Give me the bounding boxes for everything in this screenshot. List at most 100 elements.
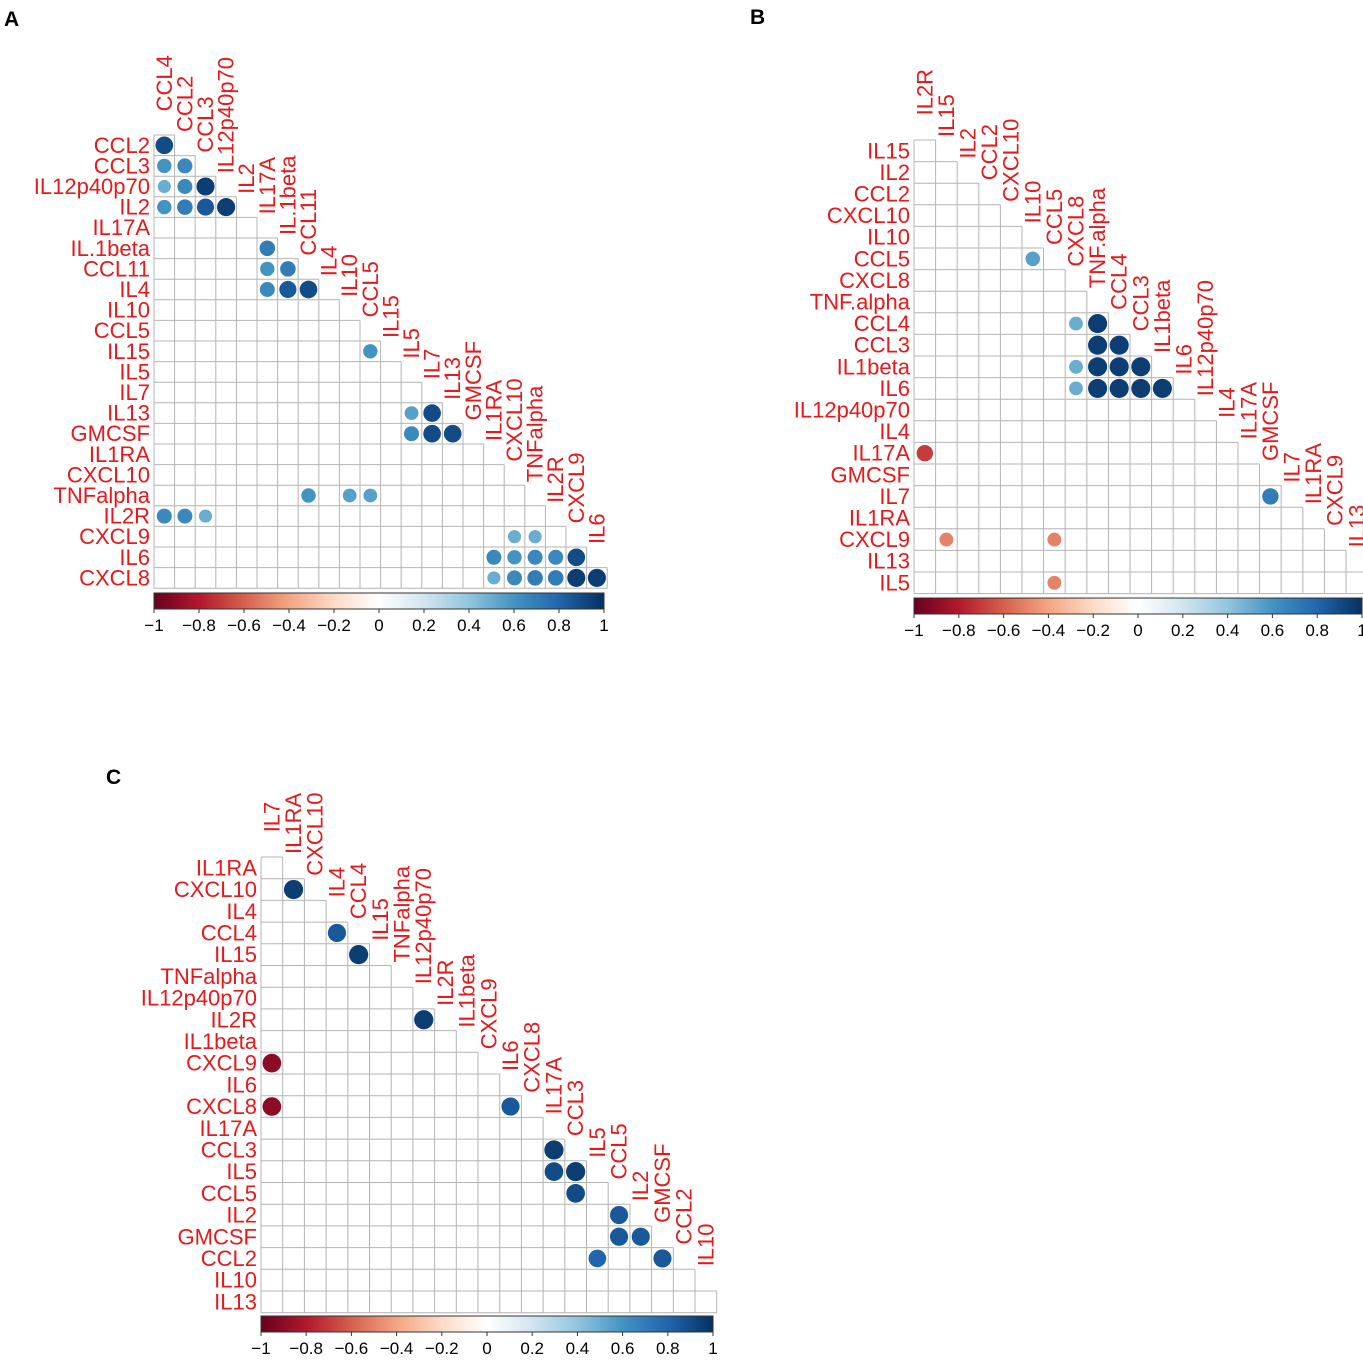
row-label: GMCSF xyxy=(71,421,150,446)
row-label: IL2 xyxy=(119,195,150,220)
row-label: IL.1beta xyxy=(70,236,150,261)
row-label: IL13 xyxy=(867,549,910,574)
correlation-dots xyxy=(916,251,1279,590)
row-label: CXCL8 xyxy=(839,268,910,293)
correlation-dot xyxy=(157,158,172,174)
row-label: CCL2 xyxy=(854,182,910,207)
row-label: IL17A xyxy=(93,215,151,240)
row-label: IL15 xyxy=(214,942,257,967)
row-label: IL4 xyxy=(879,419,910,444)
column-label: IL17A xyxy=(255,157,280,215)
column-label: CXCL8 xyxy=(1064,196,1089,267)
column-label: IL7 xyxy=(259,802,284,833)
correlation-dot xyxy=(567,548,586,567)
correlation-dot xyxy=(156,508,172,524)
row-label: IL5 xyxy=(879,570,910,595)
correlation-dot xyxy=(280,261,296,277)
colorbar-tick-label: −1 xyxy=(144,616,163,635)
colorbar-tick-label: 0.6 xyxy=(1261,621,1285,640)
colorbar-tick-label: −0.2 xyxy=(425,1339,459,1358)
correlation-dot xyxy=(177,158,193,174)
column-label: IL12p40p70 xyxy=(1193,280,1218,396)
row-label: IL15 xyxy=(107,339,150,364)
correlation-dot xyxy=(260,261,275,277)
colorbar-tick-label: 1 xyxy=(599,616,608,635)
correlation-dot xyxy=(501,1097,520,1116)
column-label: IL4 xyxy=(317,246,342,277)
column-label: CCL2 xyxy=(172,76,197,132)
colorbar: −1 −0.8 −0.6 −0.4 −0.2 0 0.2 0.4 0.6 0.8 1 xyxy=(251,1315,718,1358)
correlation-dot xyxy=(423,424,441,443)
correlation-dot xyxy=(1109,378,1129,398)
colorbar-tick-label: −0.2 xyxy=(1076,621,1110,640)
correlation-dot xyxy=(1109,357,1129,377)
row-label: IL15 xyxy=(867,138,910,163)
colorbar-tick-label: 0 xyxy=(482,1339,491,1358)
correlation-dot xyxy=(363,344,378,359)
row-label: TNFalpha xyxy=(53,483,150,508)
row-label: IL1RA xyxy=(89,442,150,467)
colorbar-tick-label: 0 xyxy=(374,616,383,635)
row-label: IL7 xyxy=(879,484,910,509)
column-label: CCL5 xyxy=(1042,189,1067,245)
correlation-dot xyxy=(1047,532,1062,547)
column-label: CXCL9 xyxy=(476,978,501,1049)
row-label: CCL4 xyxy=(201,920,257,945)
colorbar-tick-label: 0 xyxy=(1133,621,1142,640)
row-label: IL13 xyxy=(107,401,150,426)
correlation-dot xyxy=(507,570,522,586)
colorbar-tick-label: 0.6 xyxy=(502,616,526,635)
column-label: CXCL9 xyxy=(1323,455,1348,526)
column-label: IL13 xyxy=(1344,505,1363,548)
colorbar-gradient xyxy=(260,1315,714,1333)
row-label: IL2R xyxy=(211,1007,257,1032)
correlation-dot xyxy=(1131,378,1151,398)
correlation-dot xyxy=(566,1184,585,1203)
column-label: IL2 xyxy=(234,163,259,194)
row-label: IL6 xyxy=(119,545,150,570)
correlation-dot xyxy=(198,509,213,523)
correlation-dot xyxy=(177,179,193,194)
colorbar-tick-label: −0.4 xyxy=(380,1339,414,1358)
row-label: IL1RA xyxy=(849,506,910,531)
correlation-dot xyxy=(587,568,606,587)
colorbar-tick-label: −0.8 xyxy=(182,616,216,635)
colorbar: −1 −0.8 −0.6 −0.4 −0.2 0 0.2 0.4 0.6 0.8 1 xyxy=(144,592,609,635)
column-label: IL7 xyxy=(420,349,445,380)
colorbar-tick-label: 0.2 xyxy=(520,1339,544,1358)
correlation-dot xyxy=(527,570,543,586)
column-label: IL2R xyxy=(543,456,568,502)
column-label: CCL11 xyxy=(296,189,321,256)
colorbar-gradient xyxy=(153,592,605,610)
row-label: CCL5 xyxy=(94,318,150,343)
correlation-dot xyxy=(1088,357,1108,377)
colorbar: −1 −0.8 −0.6 −0.4 −0.2 0 0.2 0.4 0.6 0.8 1 xyxy=(904,597,1363,640)
column-label: IL1RA xyxy=(481,380,506,441)
column-label: IL4 xyxy=(1215,387,1240,418)
row-label: IL10 xyxy=(107,298,150,323)
column-label: IL15 xyxy=(934,94,959,137)
column-label: TNFalpha xyxy=(523,385,548,482)
correlation-dot xyxy=(363,488,378,503)
correlation-dot xyxy=(259,240,276,257)
row-label: IL6 xyxy=(879,376,910,401)
correlation-dot xyxy=(1262,488,1279,505)
column-label: CXCL9 xyxy=(564,452,589,523)
colorbar-tick-label: −0.6 xyxy=(335,1339,369,1358)
row-label: IL1RA xyxy=(196,855,257,880)
column-label: GMCSF xyxy=(1258,382,1283,461)
column-label: CCL4 xyxy=(346,863,371,919)
panel-letter-c: C xyxy=(106,766,121,789)
correlation-dot xyxy=(301,488,316,503)
colorbar-tick-label: 1 xyxy=(708,1339,717,1358)
column-label: IL1RA xyxy=(1301,443,1326,504)
column-label: CCL3 xyxy=(193,96,218,152)
column-label: IL6 xyxy=(1172,344,1197,375)
correlation-dot xyxy=(631,1227,650,1246)
row-label: IL2 xyxy=(879,160,910,185)
colorbar-tick-label: −0.8 xyxy=(942,621,976,640)
panel-letter-a: A xyxy=(4,8,19,31)
column-label: IL10 xyxy=(1020,181,1045,224)
column-label: TNF.alpha xyxy=(1085,187,1110,288)
